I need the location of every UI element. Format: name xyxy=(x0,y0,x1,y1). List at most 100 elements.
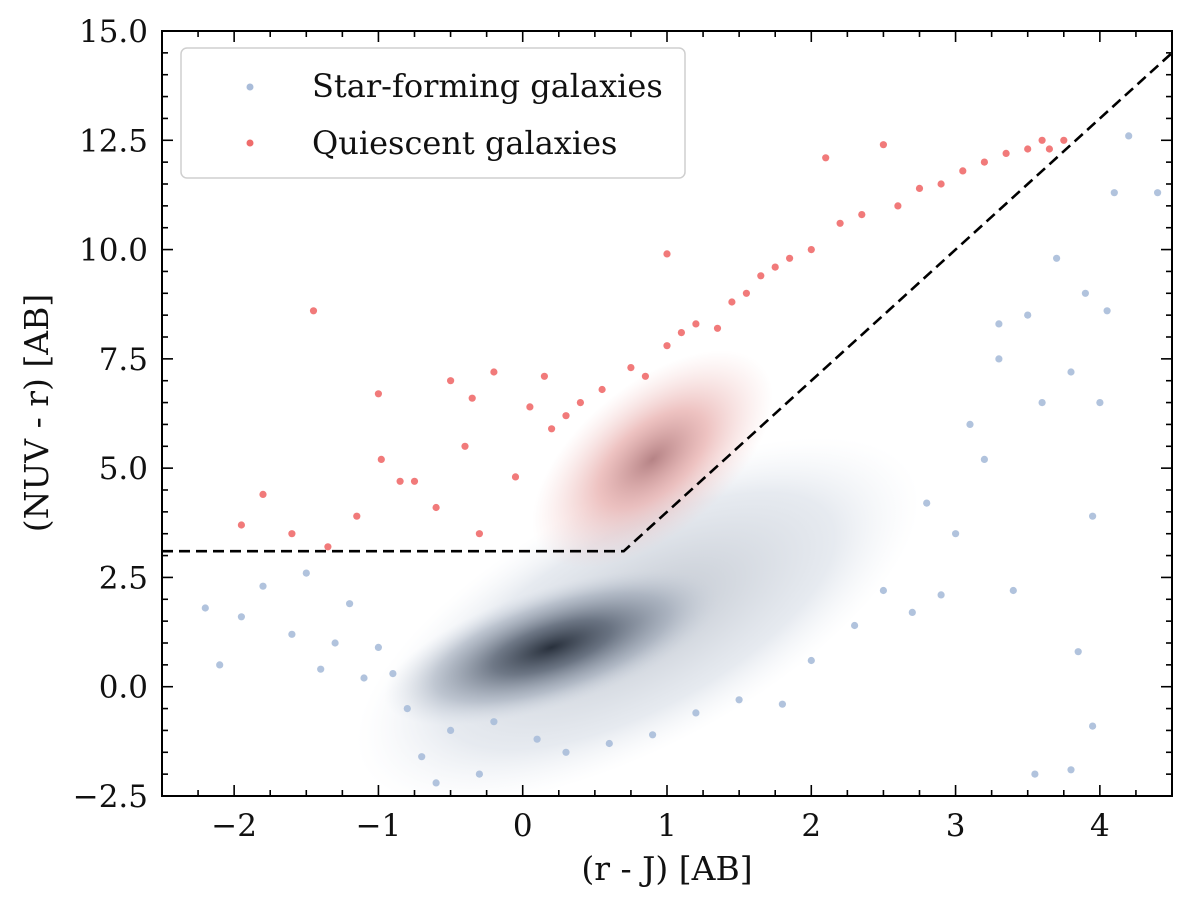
data-point xyxy=(980,455,989,463)
data-point xyxy=(1060,136,1068,144)
data-point xyxy=(952,530,960,538)
data-point xyxy=(576,399,585,407)
data-point xyxy=(562,748,570,756)
data-point xyxy=(324,543,332,551)
data-point xyxy=(331,639,339,647)
y-tick-label: 10.0 xyxy=(79,233,148,269)
data-point xyxy=(526,403,534,411)
data-point xyxy=(309,307,318,315)
data-point xyxy=(713,324,722,332)
data-point xyxy=(1089,722,1097,730)
y-tick-label: 2.5 xyxy=(99,560,148,596)
data-point xyxy=(432,779,440,787)
data-point xyxy=(1103,307,1111,315)
data-point xyxy=(1125,132,1133,140)
data-point xyxy=(432,503,440,512)
data-point xyxy=(216,661,224,669)
series-star-forming xyxy=(201,132,1162,787)
data-point xyxy=(360,674,368,682)
data-point xyxy=(1081,289,1089,297)
data-point xyxy=(1053,254,1061,262)
data-point xyxy=(995,320,1003,328)
data-point xyxy=(641,372,650,380)
data-point xyxy=(1089,512,1097,520)
x-tick-label: 1 xyxy=(657,808,677,844)
density-layer xyxy=(356,350,920,796)
data-point xyxy=(468,394,476,402)
data-point xyxy=(1009,586,1017,595)
data-point xyxy=(771,263,779,271)
data-point xyxy=(728,298,736,306)
x-tick-label: 4 xyxy=(1090,808,1110,844)
data-point xyxy=(807,246,815,254)
data-point xyxy=(447,377,455,385)
data-point xyxy=(915,184,924,192)
data-point xyxy=(786,254,794,262)
data-point xyxy=(396,477,404,485)
data-point xyxy=(475,530,483,538)
legend-marker-star-forming xyxy=(246,83,254,91)
data-point xyxy=(1110,189,1118,197)
data-point xyxy=(879,141,888,149)
data-point xyxy=(937,591,945,599)
x-axis-title: (r - J) [AB] xyxy=(581,849,752,888)
data-point xyxy=(403,705,411,713)
data-point xyxy=(677,329,686,337)
x-tick-label: −1 xyxy=(356,808,402,844)
data-point xyxy=(778,700,787,708)
data-point xyxy=(1154,189,1162,197)
y-tick-label: −2.5 xyxy=(73,779,148,815)
data-point xyxy=(490,718,498,726)
x-tick-label: −2 xyxy=(211,808,257,844)
y-tick-label: 0.0 xyxy=(99,670,148,706)
data-point xyxy=(511,473,520,481)
data-point xyxy=(822,154,830,162)
data-point xyxy=(1031,770,1039,778)
data-point xyxy=(1074,648,1082,656)
data-point xyxy=(923,499,931,507)
data-point xyxy=(259,490,267,498)
legend-marker-quiescent xyxy=(246,139,254,147)
data-point xyxy=(548,425,556,433)
data-point xyxy=(374,643,382,652)
data-point xyxy=(742,289,751,297)
data-point xyxy=(1038,399,1046,407)
y-tick-label: 15.0 xyxy=(79,14,148,50)
data-point xyxy=(836,219,844,227)
data-point xyxy=(627,364,635,372)
data-point xyxy=(879,586,888,595)
data-point xyxy=(1002,149,1010,157)
data-point xyxy=(692,320,700,328)
data-point xyxy=(490,368,498,376)
data-point xyxy=(475,770,483,778)
data-point xyxy=(598,385,606,394)
data-point xyxy=(1067,766,1075,774)
data-point xyxy=(908,608,916,617)
data-point xyxy=(735,696,743,704)
legend-label-star-forming: Star-forming galaxies xyxy=(312,67,663,105)
series-quiescent xyxy=(237,136,1068,551)
points-layer xyxy=(201,132,1162,787)
dividing-line xyxy=(162,51,1172,553)
data-point xyxy=(605,739,613,748)
legend-box xyxy=(180,47,686,179)
data-point xyxy=(1045,145,1053,153)
data-point xyxy=(757,272,765,280)
x-tick-label: 2 xyxy=(801,808,821,844)
ticks-layer xyxy=(161,30,1173,797)
data-point xyxy=(288,530,296,538)
data-point xyxy=(353,512,361,520)
y-tick-label: 5.0 xyxy=(99,451,148,487)
data-point xyxy=(533,735,541,743)
data-point xyxy=(937,180,945,188)
data-point xyxy=(201,604,209,612)
data-point xyxy=(461,442,469,450)
data-point xyxy=(447,726,455,735)
data-point xyxy=(858,211,866,219)
data-point xyxy=(959,167,967,175)
y-tick-label: 12.5 xyxy=(79,123,148,159)
data-point xyxy=(663,342,671,350)
data-point xyxy=(649,731,657,739)
legend: Star-forming galaxies Quiescent galaxies xyxy=(180,47,686,179)
